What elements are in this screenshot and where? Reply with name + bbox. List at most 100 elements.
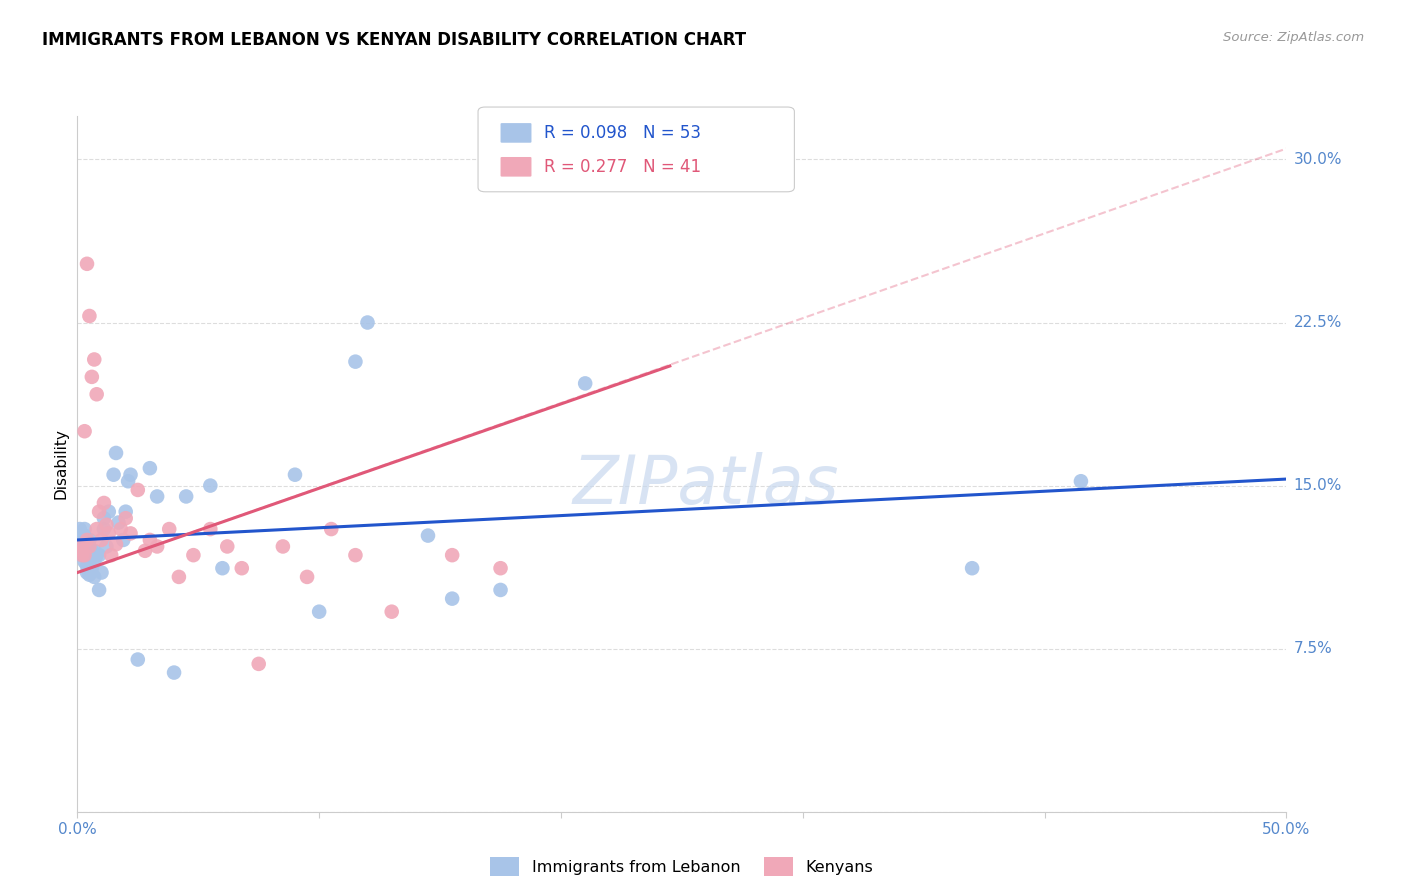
Text: 15.0%: 15.0% [1294,478,1341,493]
Point [79,309,101,323]
Point [127,483,149,497]
Text: Source: ZipAtlas.com: Source: ZipAtlas.com [1223,31,1364,45]
Point [70,548,93,562]
Point [79,540,101,554]
Point [97,505,120,519]
Point [107,516,129,530]
Text: R = 0.098   N = 53: R = 0.098 N = 53 [544,124,702,142]
Point [231,561,253,575]
Text: R = 0.277   N = 41: R = 0.277 N = 41 [544,158,702,176]
Point [163,665,186,680]
Point [381,605,404,619]
Point [70,533,93,547]
Point [416,528,439,542]
Point [103,467,125,482]
Point [134,544,156,558]
Point [441,591,464,606]
Point [80,544,103,558]
Point [73,555,96,569]
Point [146,490,169,504]
Point [110,522,132,536]
Point [86,522,108,536]
Text: 22.5%: 22.5% [1294,315,1341,330]
Point [105,537,128,551]
Point [114,511,136,525]
Point [217,540,239,554]
Point [87,582,110,597]
Point [83,570,105,584]
Point [73,522,96,536]
Point [489,561,512,575]
Point [73,424,96,438]
Point [70,548,93,562]
Point [183,548,205,562]
Point [574,376,596,391]
Point [76,566,98,580]
Text: 7.5%: 7.5% [1294,641,1333,657]
Point [70,544,93,558]
Point [441,548,464,562]
Point [117,475,139,489]
Point [69,540,91,554]
Point [87,548,110,562]
Point [73,540,96,554]
Point [83,352,105,367]
Point [200,478,222,492]
Point [90,533,112,547]
Point [271,540,294,554]
Point [120,467,142,482]
Point [93,522,115,536]
Text: IMMIGRANTS FROM LEBANON VS KENYAN DISABILITY CORRELATION CHART: IMMIGRANTS FROM LEBANON VS KENYAN DISABI… [42,31,747,49]
Text: 30.0%: 30.0% [1294,152,1341,167]
Point [127,652,149,666]
Point [86,387,108,401]
Point [247,657,270,671]
Point [80,369,103,384]
Point [211,561,233,575]
Point [200,522,222,536]
Point [83,555,105,569]
Point [70,540,93,554]
Point [284,467,307,482]
Point [96,517,118,532]
Point [76,533,98,547]
Point [1070,475,1092,489]
Point [356,316,378,330]
Point [174,490,197,504]
Point [139,533,162,547]
Point [73,528,96,542]
Point [321,522,343,536]
Point [79,533,101,547]
Point [97,526,120,541]
Point [114,505,136,519]
Point [80,561,103,575]
Point [105,446,128,460]
Point [83,544,105,558]
Point [100,548,122,562]
Point [146,540,169,554]
Point [86,548,108,562]
Point [489,582,512,597]
Point [76,559,98,574]
Point [87,505,110,519]
Point [76,548,98,562]
Text: ZIPatlas: ZIPatlas [572,451,839,517]
Y-axis label: Disability: Disability [53,428,69,500]
Point [73,548,96,562]
Point [76,533,98,547]
Point [960,561,983,575]
Point [79,567,101,582]
Point [308,605,330,619]
Point [157,522,180,536]
Point [167,570,190,584]
Legend: Immigrants from Lebanon, Kenyans: Immigrants from Lebanon, Kenyans [482,849,882,884]
Point [139,461,162,475]
Point [79,548,101,562]
Point [76,257,98,271]
Point [90,566,112,580]
Point [295,570,318,584]
Point [93,511,115,525]
Point [93,496,115,510]
Point [344,354,367,368]
Point [69,522,91,536]
